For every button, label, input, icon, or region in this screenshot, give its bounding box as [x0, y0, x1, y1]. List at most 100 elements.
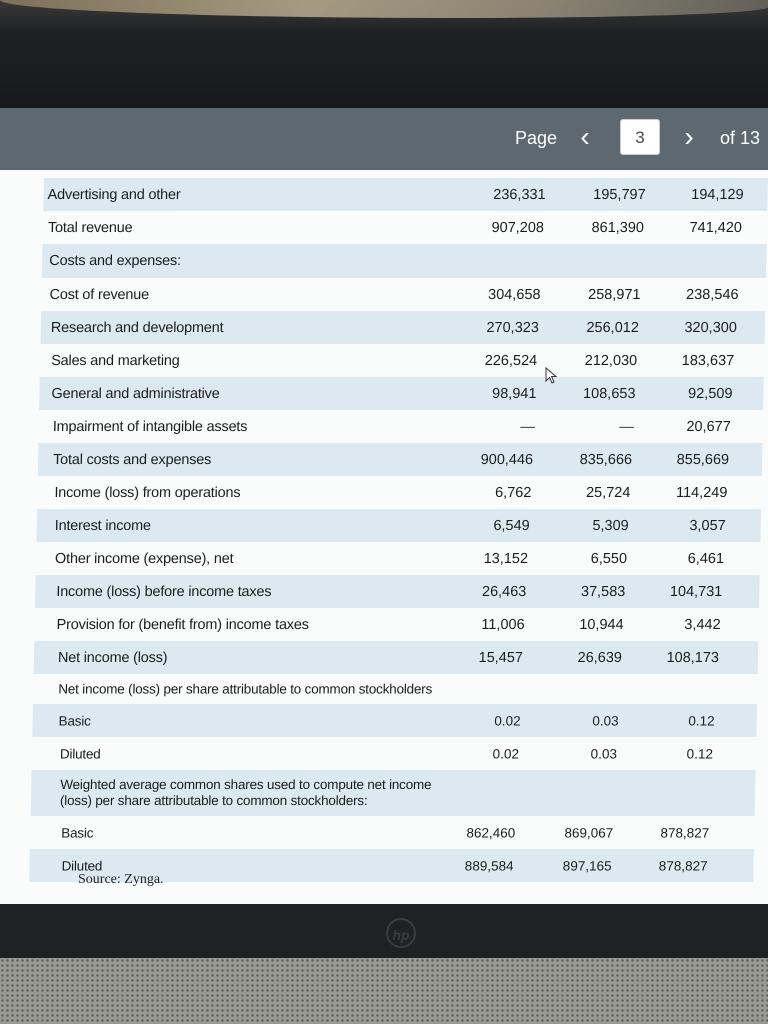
table-row: Advertising and other 236,331 195,797 194,1… [43, 178, 768, 211]
value-cell-col-2: — [619, 418, 634, 435]
row-label: Research and development [50, 319, 224, 336]
value-cell-col-1: 900,446 [480, 451, 534, 468]
table-row: Weighted average common shares used to c… [30, 770, 756, 816]
value-cell-col-1: 226,524 [484, 352, 538, 369]
value-cell-col-2: 26,639 [577, 649, 623, 666]
mouse-cursor-icon [545, 367, 558, 384]
value-cell-col-1: 889,584 [464, 858, 514, 873]
value-cell-col-3: 183,637 [681, 352, 735, 369]
row-label: Interest income [54, 517, 152, 534]
value-cell-col-3: 878,827 [658, 858, 708, 873]
value-cell-col-2: 869,067 [564, 825, 614, 840]
income-statement-table: Advertising and other 236,331 195,797 194,1… [29, 178, 768, 900]
row-label: Weighted average common shares used to c… [59, 777, 432, 808]
value-cell-col-1: 0.02 [494, 713, 521, 728]
value-cell-col-1: 11,006 [481, 616, 525, 633]
value-cell-col-3: 0.12 [686, 746, 714, 761]
row-label: Net income (loss) [57, 649, 168, 666]
value-cell-col-1: 304,658 [487, 286, 541, 303]
table-row: Research and development 270,323 256,012 32… [40, 311, 766, 344]
value-cell-col-1: 13,152 [483, 550, 529, 567]
document-viewer: Page ‹ 3 › of 13 Advertising and other 23… [0, 108, 768, 904]
value-cell-col-2: 0.03 [590, 746, 618, 761]
value-cell-col-2: 25,724 [585, 484, 631, 501]
value-cell-col-2: 108,653 [582, 385, 636, 402]
row-label: Basic [58, 713, 91, 728]
value-cell-col-3: 104,731 [669, 583, 723, 600]
table-row: General and administrative 98,941 108,653 9… [39, 377, 764, 410]
value-cell-col-2: 5,309 [592, 517, 629, 534]
speaker-grille [0, 958, 768, 1024]
total-pages-label: of 13 [720, 128, 761, 148]
value-cell-col-3: 6,461 [687, 550, 725, 567]
row-label: General and administrative [51, 385, 220, 402]
table-row: Net income (loss) per share attributable… [33, 674, 758, 704]
value-cell-col-3: 0.12 [688, 713, 715, 728]
row-label: Basic [61, 825, 94, 840]
table-row: Income (loss) before income taxes 26,463 3… [34, 575, 760, 608]
table-row: Basic 0.02 0.03 0.12 [32, 704, 757, 737]
value-cell-col-2: 0.03 [592, 713, 619, 728]
value-cell-col-2: 10,944 [579, 616, 624, 633]
monitor-bottom-bezel [0, 904, 768, 960]
value-cell-col-2: 256,012 [586, 319, 640, 336]
row-label: Advertising and other [47, 186, 181, 203]
value-cell-col-3: 92,509 [687, 385, 733, 402]
table-row: Income (loss) from operations 6,762 25,724… [37, 476, 762, 509]
table-row: Diluted 0.02 0.03 0.12 [32, 737, 757, 770]
table-row: Provision for (benefit from) income taxe… [34, 608, 759, 641]
value-cell-col-1: 862,460 [466, 825, 516, 840]
row-label: Income (loss) before income taxes [56, 583, 272, 600]
page-navigation-bar: Page ‹ 3 › of 13 [0, 108, 768, 170]
monitor-top-bezel [0, 0, 768, 110]
table-row: Other income (expense), net 13,152 6,550 6,… [36, 542, 761, 575]
value-cell-col-2: 258,971 [587, 286, 641, 303]
page-number-input[interactable]: 3 [620, 119, 660, 155]
row-label: Costs and expenses: [49, 253, 182, 269]
value-cell-col-1: 907,208 [491, 219, 545, 236]
next-page-icon[interactable]: › [684, 121, 694, 152]
row-label: Total revenue [47, 219, 133, 236]
background-surface [0, 0, 768, 18]
row-label: Other income (expense), net [54, 550, 234, 567]
table-row: Costs and expenses: [41, 244, 767, 278]
value-cell-col-2: 37,583 [580, 583, 626, 600]
value-cell-col-3: 3,442 [684, 616, 721, 633]
source-note: Source: Zynga. [78, 872, 164, 887]
value-cell-col-1: 26,463 [481, 583, 527, 600]
table-row: Sales and marketing 226,524 212,030 183,637 [40, 344, 765, 377]
value-cell-col-1: 98,941 [491, 385, 537, 402]
previous-page-icon[interactable]: ‹ [580, 121, 590, 152]
table-row: Impairment of intangible assets — — 20,677 [38, 410, 763, 443]
value-cell-col-2: 6,550 [590, 550, 628, 567]
value-cell-col-2: 195,797 [593, 186, 646, 203]
value-cell-col-3: 194,129 [691, 186, 744, 203]
page-label: Page [515, 128, 558, 148]
value-cell-col-3: 114,249 [675, 484, 728, 501]
value-cell-col-3: 741,420 [689, 219, 743, 236]
value-cell-col-3: 238,546 [685, 286, 739, 303]
row-label: Provision for (benefit from) income taxe… [56, 616, 309, 633]
value-cell-col-3: 20,677 [686, 418, 731, 435]
value-cell-col-1: 270,323 [486, 319, 540, 336]
value-cell-col-2: 835,666 [579, 451, 633, 468]
table-row: Net income (loss) 15,457 26,639 108,173 [33, 641, 759, 674]
table-row: Interest income 6,549 5,309 3,057 [36, 509, 762, 542]
value-cell-col-2: 897,165 [562, 858, 612, 873]
table-row: Total revenue 907,208 861,390 741,420 [43, 211, 768, 244]
value-cell-col-1: — [520, 418, 535, 435]
table-row: Basic 862,460 869,067 878,827 [30, 816, 755, 849]
value-cell-col-3: 108,173 [666, 649, 720, 666]
row-label: Total costs and expenses [52, 451, 212, 468]
value-cell-col-2: 212,030 [584, 352, 638, 369]
hp-logo-icon: hp [386, 918, 416, 948]
value-cell-col-2: 861,390 [591, 219, 645, 236]
value-cell-col-3: 3,057 [689, 517, 726, 534]
row-label: Sales and marketing [51, 352, 180, 369]
value-cell-col-1: 0.02 [492, 746, 520, 761]
row-label: Impairment of intangible assets [52, 418, 248, 435]
row-label: Cost of revenue [49, 286, 150, 303]
value-cell-col-1: 6,762 [494, 484, 532, 501]
value-cell-col-3: 855,669 [676, 451, 730, 468]
value-cell-col-1: 6,549 [493, 517, 530, 534]
